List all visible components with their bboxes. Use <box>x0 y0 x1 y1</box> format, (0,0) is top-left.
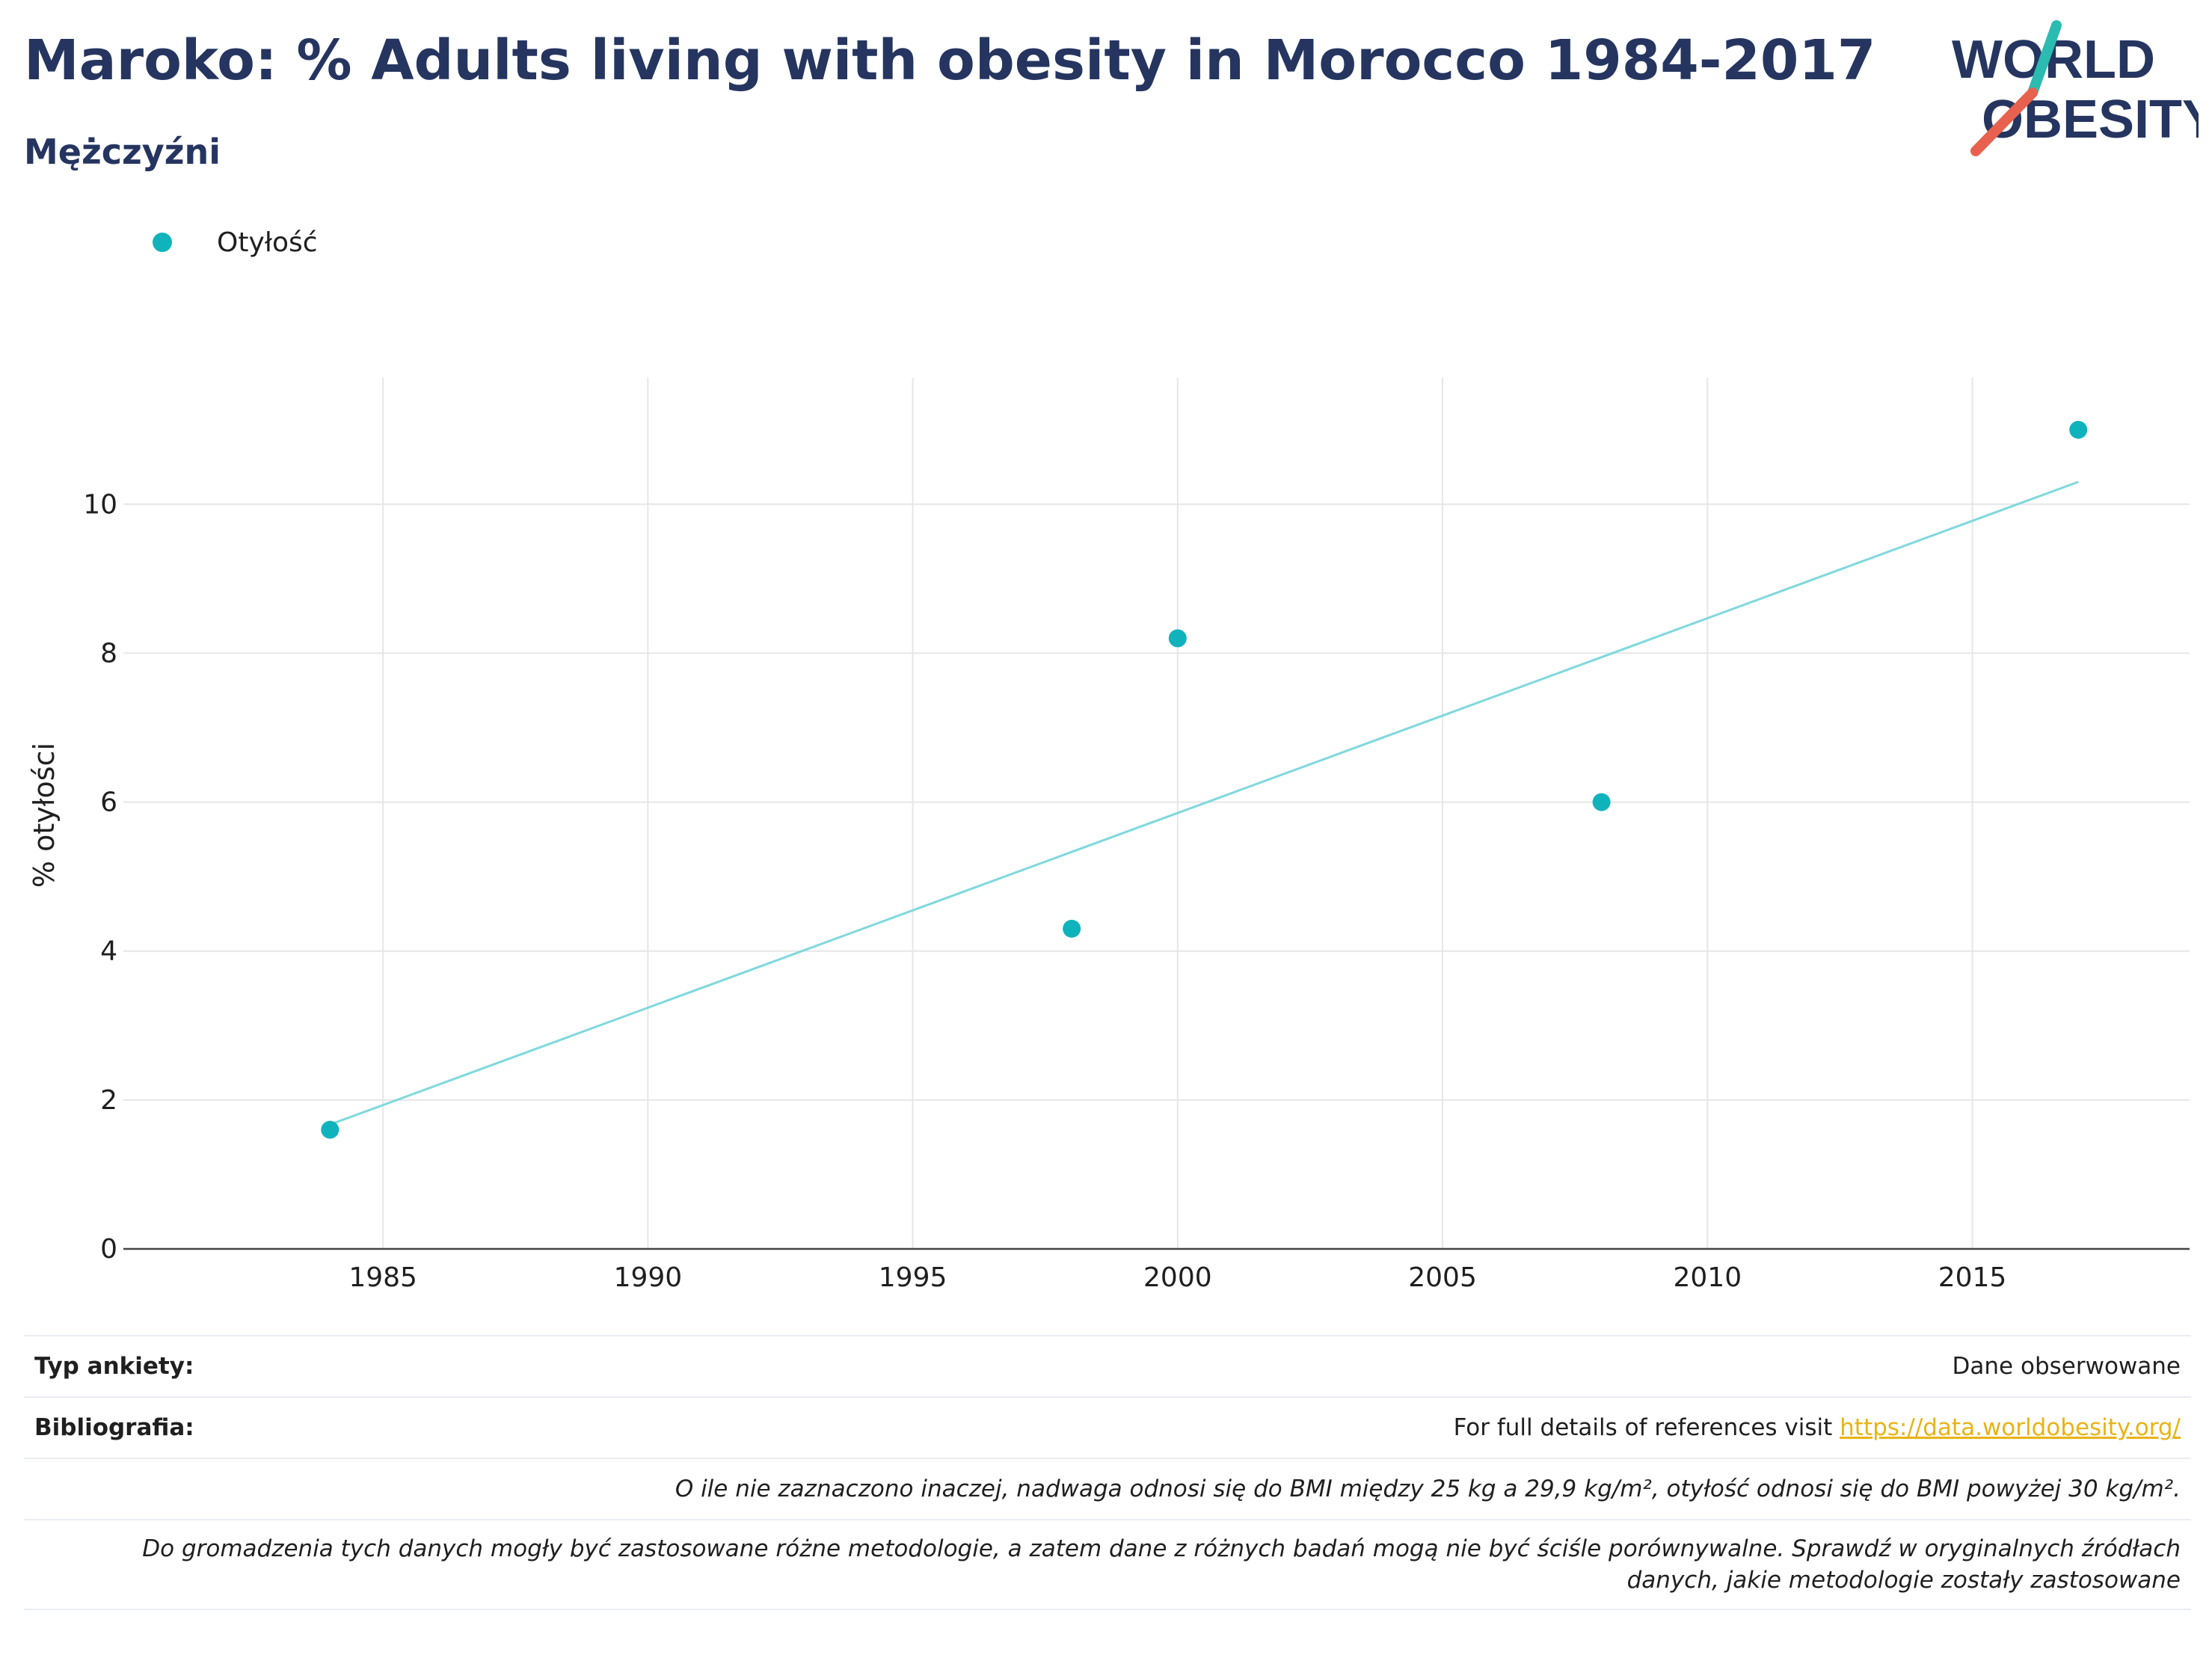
data-point <box>1063 919 1081 938</box>
data-point <box>1168 629 1187 648</box>
chart-subtitle: Mężczyźni <box>24 132 221 172</box>
bibliography-value: For full details of references visit htt… <box>1454 1414 2191 1441</box>
world-obesity-logo: WORLD OBESITY <box>1952 20 2199 156</box>
survey-type-label: Typ ankiety: <box>34 1353 194 1380</box>
chart-title: Maroko: % Adults living with obesity in … <box>24 28 1876 93</box>
x-tick-label: 2005 <box>1408 1262 1477 1293</box>
logo-red-slash <box>1970 87 2038 156</box>
legend[interactable]: Otyłość <box>153 221 318 263</box>
y-tick-label: 4 <box>100 936 117 967</box>
y-tick-label: 2 <box>100 1085 117 1116</box>
footer-row-note1: O ile nie zaznaczono inaczej, nadwaga od… <box>24 1458 2191 1519</box>
y-axis-label: % otyłości <box>28 743 61 888</box>
grid-lines <box>123 378 2190 1249</box>
y-tick-label: 6 <box>100 787 117 818</box>
bibliography-label: Bibliografia: <box>34 1414 194 1441</box>
axes: 1985 1990 1995 2000 2005 2010 2015 0 2 4 6 8 10 <box>83 489 2190 1293</box>
x-tick-label: 1990 <box>614 1262 683 1293</box>
trendline <box>329 480 2079 1126</box>
bibliography-link[interactable]: https://data.worldobesity.org/ <box>1840 1414 2181 1441</box>
data-points <box>321 420 2088 1139</box>
legend-marker-circle-icon <box>153 233 172 252</box>
survey-type-value: Dane obserwowane <box>1952 1353 2181 1380</box>
logo-word-obesity: OBESITY <box>1982 90 2199 150</box>
x-tick-label: 2010 <box>1673 1262 1742 1293</box>
x-tick-label: 1985 <box>348 1262 417 1293</box>
footer-row-survey: Typ ankiety: Dane obserwowane <box>24 1335 2191 1396</box>
methodology-note: Do gromadzenia tych danych mogły być zas… <box>142 1535 2181 1594</box>
x-tick-label: 2000 <box>1143 1262 1212 1293</box>
data-point <box>321 1120 340 1139</box>
trendline-layer <box>329 480 2079 1126</box>
definition-note: O ile nie zaznaczono inaczej, nadwaga od… <box>675 1476 2181 1502</box>
legend-label: Otyłość <box>217 227 318 258</box>
data-point <box>2069 420 2088 439</box>
footer-table: Typ ankiety: Dane obserwowane Bibliograf… <box>24 1335 2191 1610</box>
footer-row-bibliography: Bibliografia: For full details of refere… <box>24 1396 2191 1458</box>
scatter-chart: 1985 1990 1995 2000 2005 2010 2015 0 2 4 6 8 10 % ot… <box>28 378 2190 1293</box>
bibliography-text: For full details of references visit <box>1453 1414 1840 1441</box>
x-tick-label: 1995 <box>879 1262 947 1293</box>
data-point <box>1592 793 1611 811</box>
y-tick-label: 10 <box>83 489 117 520</box>
y-tick-label: 0 <box>100 1234 117 1265</box>
x-tick-label: 2015 <box>1938 1262 2007 1293</box>
logo-teal-slash <box>2027 20 2062 98</box>
footer-row-note2: Do gromadzenia tych danych mogły być zas… <box>24 1519 2191 1610</box>
y-tick-label: 8 <box>100 638 117 669</box>
